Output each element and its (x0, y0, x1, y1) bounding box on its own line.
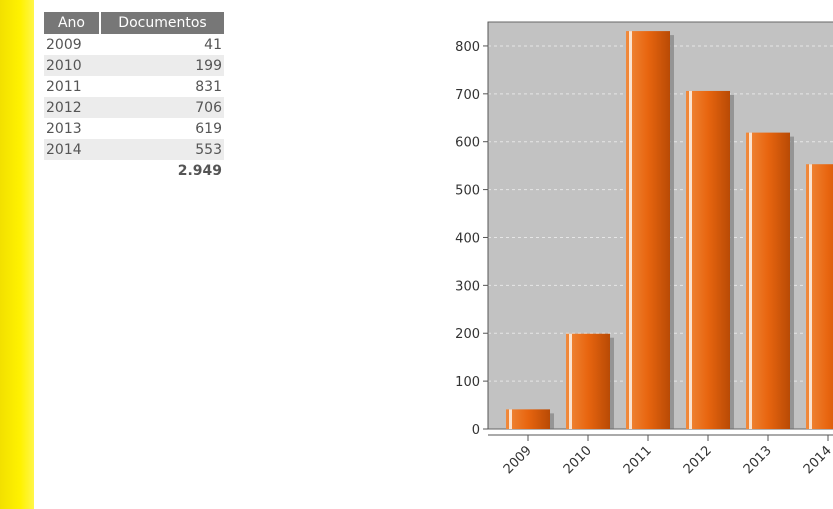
x-tick-label: 2009 (501, 443, 535, 477)
y-axis: 0 100 200 300 400 500 600 700 800 (455, 22, 489, 438)
bar (626, 31, 670, 429)
table-row: 2011 831 (44, 76, 224, 97)
y-tick-label: 600 (455, 136, 480, 151)
y-tick-label: 100 (455, 375, 480, 390)
x-tick-label: 2014 (801, 443, 833, 477)
row-year: 2013 (46, 120, 82, 137)
table-row: 2009 41 (44, 34, 224, 55)
bar (746, 132, 790, 430)
table-header-row: Ano Documentos (44, 12, 224, 34)
bar-highlight (809, 164, 812, 430)
y-tick-label: 0 (472, 423, 480, 438)
y-tick-label: 400 (455, 231, 480, 246)
table-row: 2013 619 (44, 118, 224, 139)
y-tick-label: 300 (455, 279, 480, 294)
y-tick-label: 700 (455, 88, 480, 103)
documents-table: Ano Documentos 2009 41 2010 199 2011 831… (44, 12, 224, 181)
table-row: 2014 553 (44, 139, 224, 160)
row-year: 2009 (46, 36, 82, 53)
row-count: 831 (195, 78, 222, 95)
x-tick-label: 2011 (621, 443, 655, 477)
header-ano: Ano (44, 12, 101, 34)
bar-highlight (509, 409, 512, 429)
x-tick-label: 2012 (681, 443, 715, 477)
table-row: 2010 199 (44, 55, 224, 76)
bar-highlight (569, 333, 572, 429)
bar (566, 333, 610, 429)
x-tick-label: 2013 (741, 443, 775, 477)
row-count: 553 (100, 139, 224, 160)
x-tick-label: 2010 (561, 443, 595, 477)
bar-highlight (629, 31, 632, 429)
row-count: 619 (195, 120, 222, 137)
left-frame-strip (0, 0, 34, 509)
table-total-row: 2.949 (44, 160, 224, 181)
x-axis: 2009 2010 2011 2012 2013 2014 (488, 434, 833, 477)
row-year: 2014 (44, 139, 100, 160)
row-count: 199 (100, 55, 224, 76)
y-tick-label: 200 (455, 327, 480, 342)
y-tick-label: 500 (455, 184, 480, 199)
bar (686, 90, 730, 429)
bar-highlight (689, 90, 692, 429)
row-year: 2011 (46, 78, 82, 95)
bars (506, 31, 833, 430)
row-year: 2010 (44, 55, 100, 76)
content-panel: Ano Documentos 2009 41 2010 199 2011 831… (34, 0, 833, 509)
bar (506, 409, 550, 429)
total-count: 2.949 (177, 162, 222, 179)
y-tick-label: 800 (455, 40, 480, 55)
row-count: 41 (204, 36, 222, 53)
header-documentos: Documentos (100, 12, 224, 34)
row-year: 2012 (44, 97, 100, 118)
table-row: 2012 706 (44, 97, 224, 118)
row-count: 706 (100, 97, 224, 118)
bar-highlight (749, 132, 752, 430)
